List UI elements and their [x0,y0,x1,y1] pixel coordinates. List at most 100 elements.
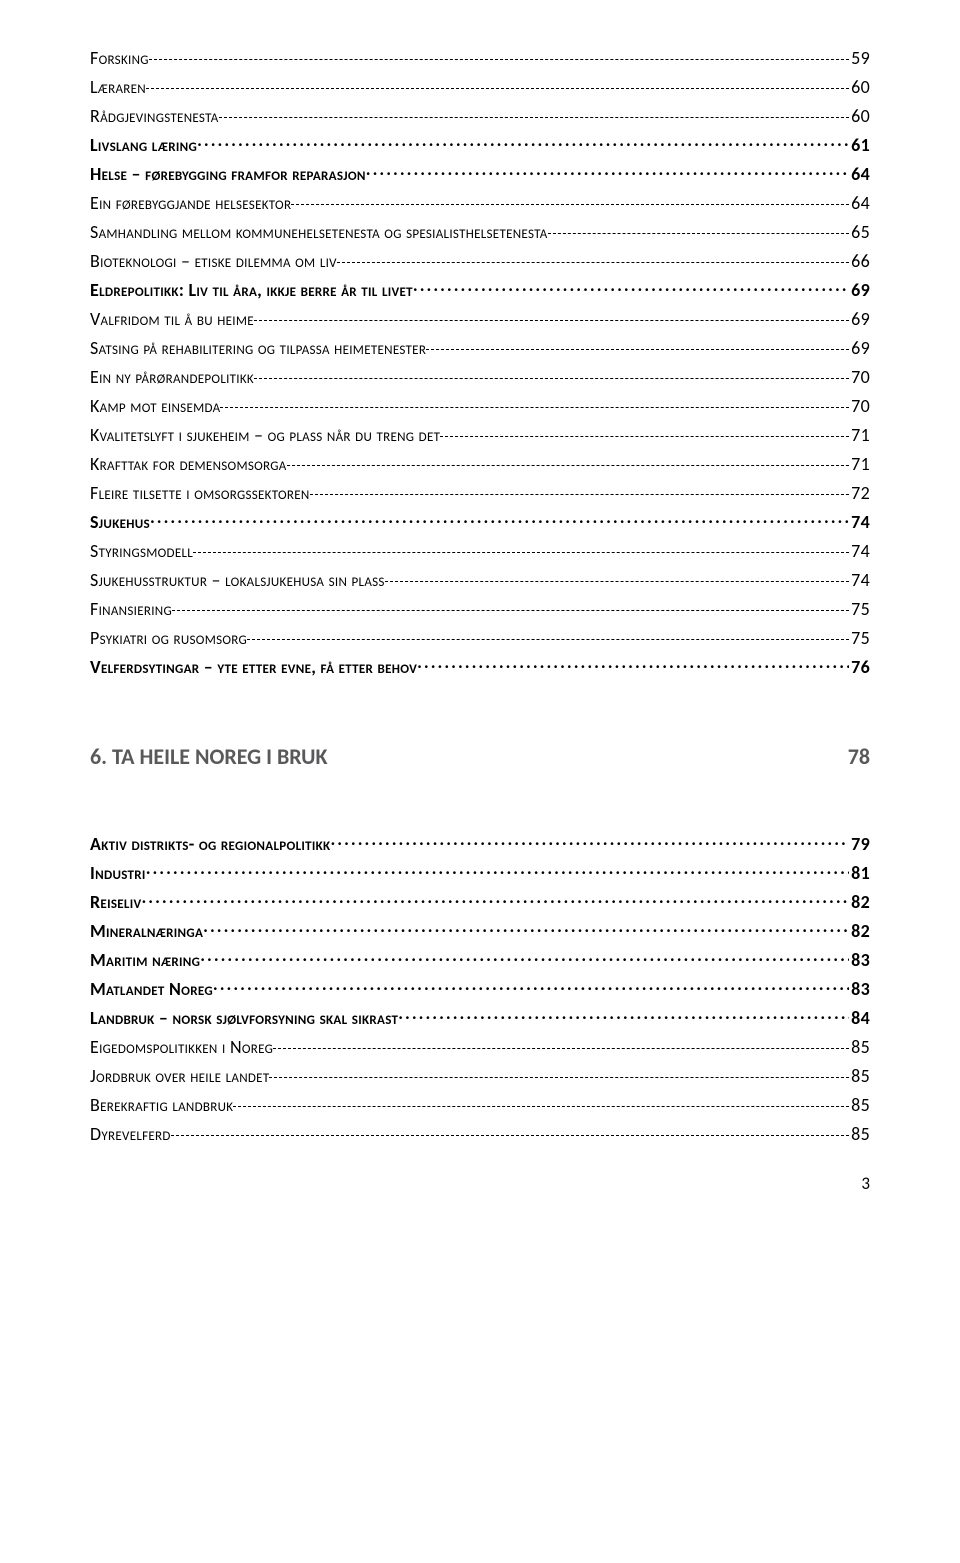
toc-entry-label: Forsking [90,47,149,69]
toc-entry: Industri 81 [90,861,870,884]
toc-entry-page: 60 [849,105,870,127]
toc-entry-page: 75 [849,627,870,649]
dot-leader [330,832,849,850]
dash-leader [291,191,849,205]
toc-entry-label: Eigedomspolitikken i Noreg [90,1036,273,1058]
toc-entry: Satsing på rehabilitering og tilpassa he… [90,336,870,359]
toc-entry-label: Matlandet Noreg [90,978,213,1000]
toc-entry-label: Industri [90,862,146,884]
section-heading: 6. TA HEILE NOREG I BRUK 78 [90,742,870,770]
toc-entry-page: 85 [849,1036,870,1058]
toc-entry: Bioteknologi – etiske dilemma om liv 66 [90,249,870,272]
toc-entry-label: Dyrevelferd [90,1123,171,1145]
toc-entry-page: 59 [849,47,870,69]
toc-entry: Reiseliv 82 [90,890,870,913]
toc-entry-label: Fleire tilsette i omsorgssektoren [90,482,310,504]
toc-entry-page: 79 [849,833,870,855]
dot-leader [203,919,849,937]
section-page: 78 [846,743,870,770]
toc-entry: Velferdsytingar – yte etter evne, få ett… [90,655,870,678]
dash-leader [149,46,849,60]
toc-entry-page: 71 [849,424,870,446]
dash-leader [247,626,849,640]
dash-leader [426,336,849,350]
toc-entry: Helse – førebygging framfor reparasjon 64 [90,162,870,185]
dot-leader [366,162,849,180]
toc-entry-label: Finansiering [90,598,172,620]
toc-entry-page: 69 [849,337,870,359]
dot-leader [200,948,849,966]
toc-entry: Eldrepolitikk: Liv til åra, ikkje berre … [90,278,870,301]
toc-entry: Mineralnæringa82 [90,919,870,942]
toc-entry-page: 61 [849,134,870,156]
dash-leader [310,481,850,495]
dash-leader [146,75,849,89]
toc-entry-label: Sjukehusstruktur – lokalsjukehusa sin pl… [90,569,385,591]
toc-entry-page: 85 [849,1123,870,1145]
toc-entry-label: Satsing på rehabilitering og tilpassa he… [90,337,426,359]
toc-entry-page: 85 [849,1094,870,1116]
toc-entry: Jordbruk over heile landet 85 [90,1064,870,1087]
dash-leader [220,394,849,408]
toc-entry-page: 71 [849,453,870,475]
toc-entry-label: Læraren [90,76,146,98]
dash-leader [254,307,849,321]
toc-entry-page: 85 [849,1065,870,1087]
dash-leader [269,1064,849,1078]
toc-entry: Styringsmodell 74 [90,539,870,562]
dash-leader [287,452,850,466]
dash-leader [219,104,850,118]
toc-part2: Aktiv distrikts- og regionalpolitikk79 In… [90,832,870,1145]
toc-entry-page: 64 [849,163,870,185]
toc-entry: Fleire tilsette i omsorgssektoren72 [90,481,870,504]
toc-entry-label: Krafttak for demensomsorga [90,453,287,475]
toc-entry-label: Sjukehus [90,511,150,533]
toc-entry-page: 65 [849,221,870,243]
dot-leader [141,890,849,908]
toc-entry-page: 83 [849,949,870,971]
toc-entry: Forsking 59 [90,46,870,69]
toc-entry: Landbruk – norsk sjølvforsyning skal sik… [90,1006,870,1029]
dot-leader [413,278,849,296]
toc-entry-label: Psykiatri og rusomsorg [90,627,247,649]
toc-entry-label: Styringsmodell [90,540,193,562]
toc-entry-page: 70 [849,366,870,388]
toc-entry-page: 82 [849,920,870,942]
toc-entry-page: 74 [849,511,870,533]
toc-entry-label: Velferdsytingar – yte etter evne, få ett… [90,656,417,678]
toc-entry: Krafttak for demensomsorga 71 [90,452,870,475]
toc-entry-page: 69 [849,279,870,301]
toc-entry-page: 74 [849,540,870,562]
toc-entry-page: 83 [849,978,870,1000]
toc-entry: Dyrevelferd 85 [90,1122,870,1145]
toc-entry-label: Kvalitetslyft i sjukeheim – og plass når… [90,424,440,446]
toc-entry-page: 81 [849,862,870,884]
toc-entry-label: Eldrepolitikk: Liv til åra, ikkje berre … [90,279,413,301]
toc-entry: Ein førebyggjande helsesektor64 [90,191,870,214]
toc-entry: Psykiatri og rusomsorg 75 [90,626,870,649]
section-leader [328,742,846,764]
toc-entry-label: Livslang læring [90,134,197,156]
dash-leader [385,568,849,582]
dot-leader [146,861,849,879]
dot-leader [213,977,849,995]
toc-entry: Rådgjevingstenesta60 [90,104,870,127]
toc-entry-page: 66 [849,250,870,272]
toc-entry-label: Berekraftig landbruk [90,1094,233,1116]
toc-entry-label: Jordbruk over heile landet [90,1065,269,1087]
toc-entry-label: Kamp mot einsemda [90,395,220,417]
toc-entry-page: 74 [849,569,870,591]
toc-entry-label: Samhandling mellom kommunehelsetenesta o… [90,221,548,243]
toc-entry: Ein ny pårørandepolitikk70 [90,365,870,388]
toc-entry-label: Bioteknologi – etiske dilemma om liv [90,250,337,272]
toc-entry-label: Helse – førebygging framfor reparasjon [90,163,366,185]
dash-leader [254,365,849,379]
dash-leader [273,1035,849,1049]
toc-entry-label: Reiseliv [90,891,141,913]
page-number: 3 [90,1173,870,1194]
toc-entry-label: Landbruk – norsk sjølvforsyning skal sik… [90,1007,398,1029]
toc-entry-page: 75 [849,598,870,620]
toc-entry-page: 82 [849,891,870,913]
toc-entry: Aktiv distrikts- og regionalpolitikk79 [90,832,870,855]
toc-entry: Finansiering 75 [90,597,870,620]
